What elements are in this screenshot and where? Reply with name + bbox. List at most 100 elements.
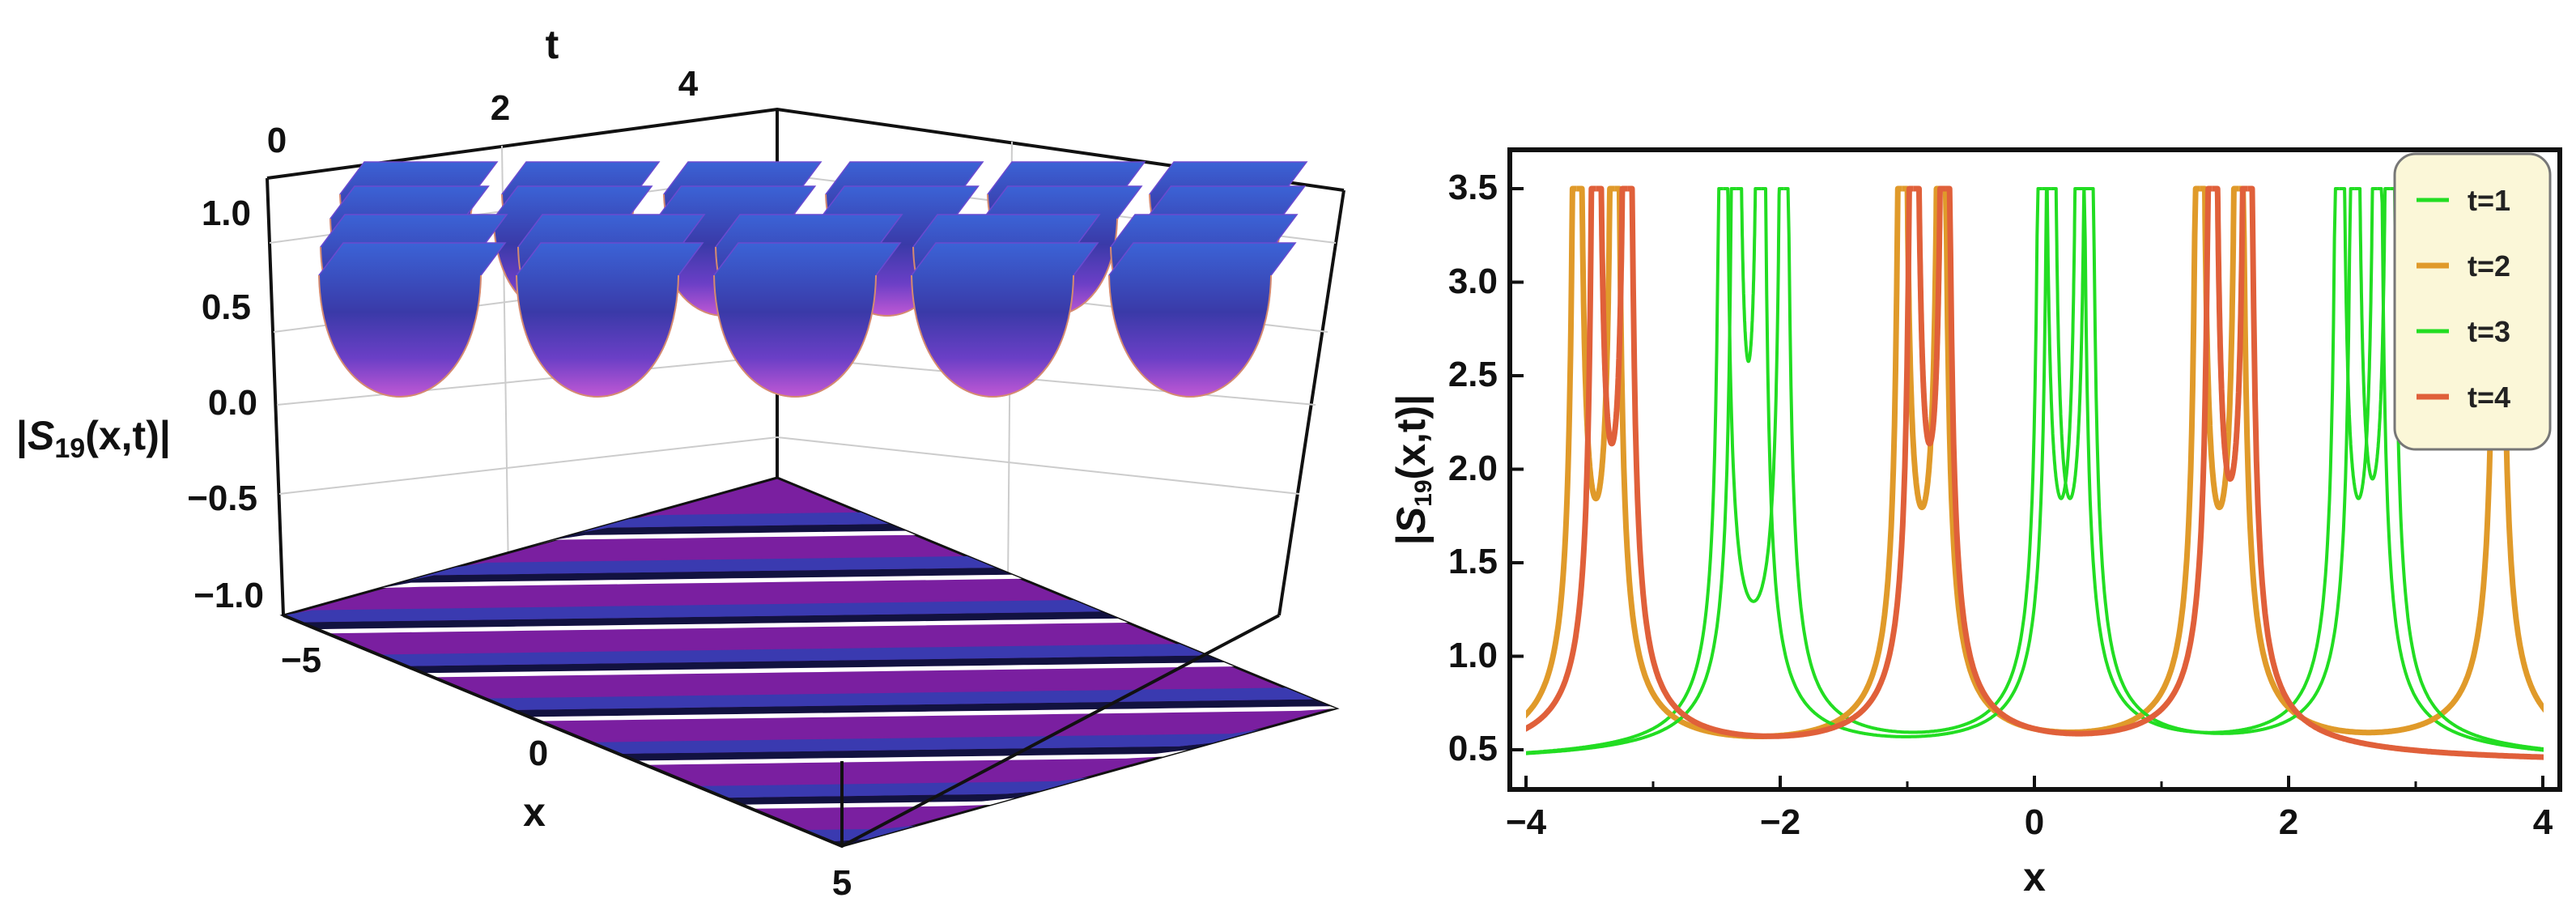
y-ticks xyxy=(1510,187,1524,751)
floor-stripe-light xyxy=(317,618,1129,634)
t-tick-label: 2 xyxy=(491,88,510,128)
series-line-segment xyxy=(1626,185,1915,739)
y-tick-labels: 0.5 1.0 1.5 2.0 2.5 3.0 3.5 xyxy=(1448,168,1498,768)
floor-stripe-dark xyxy=(406,655,1224,674)
floor-projection xyxy=(279,476,1340,848)
floor-stripe-blue xyxy=(378,644,1208,666)
series-line-segment xyxy=(1734,187,1763,364)
x-tick-labels: −5 0 5 xyxy=(281,640,852,903)
floor-stripe-blue xyxy=(484,687,1314,710)
series-line-segment xyxy=(1721,187,1786,603)
z-tick-label: 0.0 xyxy=(208,383,257,423)
surface-trough xyxy=(516,242,704,398)
y-label-args: (x,t) xyxy=(1388,406,1434,480)
x-ticks xyxy=(1524,776,2544,789)
floor-stripe-light xyxy=(283,574,1022,615)
y-tick-label: 1.0 xyxy=(1448,636,1498,675)
x-tick-label: 4 xyxy=(2533,802,2553,842)
series-t=4 xyxy=(1526,185,2544,760)
x-tick-label: −2 xyxy=(1760,802,1800,842)
y-axis-label: |S19(x,t)| xyxy=(1388,394,1437,545)
y-tick-label: 1.5 xyxy=(1448,542,1498,581)
surface xyxy=(318,161,1308,398)
y-label-main: S xyxy=(1388,507,1434,534)
floor-stripe-dark xyxy=(300,611,1118,630)
series-line-segment xyxy=(2247,185,2544,760)
z-axis-label: |S19(x,t)| xyxy=(16,413,171,464)
t-axis-label: t xyxy=(546,22,559,67)
legend-label: t=2 xyxy=(2468,249,2510,283)
z-tick-label: 1.0 xyxy=(202,194,251,233)
series-line-segment xyxy=(2353,187,2392,481)
y-tick-label: 2.5 xyxy=(1448,355,1498,394)
surface-3d-plot: 1.0 0.5 0.0 −0.5 −1.0 0 2 4 t −5 0 5 x |… xyxy=(16,22,1345,903)
t-tick-label: 0 xyxy=(267,121,287,160)
line-plot: −4 −2 0 2 4 0.5 1.0 1.5 2.0 2.5 3.0 3.5 … xyxy=(1388,147,2562,900)
y-label-sub: 19 xyxy=(1410,479,1437,506)
legend-label: t=3 xyxy=(2468,315,2510,348)
series-t=3 xyxy=(1526,187,2544,755)
floor-stripe-blue xyxy=(283,555,996,615)
series-line-segment xyxy=(1943,185,2214,737)
floor-stripe-dark xyxy=(618,708,1336,761)
z-label-args: (x,t) xyxy=(85,413,159,458)
x-tick-label: −4 xyxy=(1506,802,1547,842)
floor-stripe-blue xyxy=(283,600,1102,623)
series-line-segment xyxy=(1526,185,1599,732)
legend: t=1 t=2 t=3 t=4 xyxy=(2393,152,2552,451)
x-axis-label: x xyxy=(2023,854,2046,900)
series-line-segment xyxy=(1574,185,1618,502)
x-tick-label: −5 xyxy=(281,640,321,680)
series-line-segment xyxy=(2209,185,2251,482)
t-tick-labels: 0 2 4 xyxy=(267,64,699,160)
z-tick-label: −0.5 xyxy=(187,479,257,518)
z-label-main: S xyxy=(28,413,54,458)
y-tick-label: 0.5 xyxy=(1448,729,1498,768)
series-line-segment xyxy=(2377,187,2544,752)
surface-trough xyxy=(318,242,507,398)
series-line-segment xyxy=(1593,185,1630,447)
legend-label: t=1 xyxy=(2468,184,2510,217)
z-tick-label: 0.5 xyxy=(202,287,251,327)
legend-box xyxy=(2393,152,2552,451)
legend-label: t=4 xyxy=(2468,381,2510,414)
z-tick-label: −1.0 xyxy=(193,576,264,615)
series-line-segment xyxy=(2389,187,2544,751)
surface-trough-edge xyxy=(713,274,878,398)
y-tick-label: 2.0 xyxy=(1448,449,1498,488)
surface-trough-edge xyxy=(1108,274,1273,398)
series-line-segment xyxy=(2049,187,2091,500)
series-layer xyxy=(1526,185,2544,760)
surface-trough-edge xyxy=(318,274,482,398)
series-line-segment xyxy=(2088,187,2356,735)
floor-stripe-light xyxy=(529,706,1336,721)
x-tick-label: 0 xyxy=(529,734,548,773)
series-line-segment xyxy=(1526,187,1736,755)
floor-stripe-blue xyxy=(590,708,1336,754)
surface-trough xyxy=(911,242,1099,398)
floor-stripe-dark xyxy=(283,568,1012,615)
z-tick-labels: 1.0 0.5 0.0 −0.5 −1.0 xyxy=(187,194,264,615)
floor-stripe-dark xyxy=(512,699,1331,717)
surface-trough xyxy=(713,242,902,398)
floor-stripe-blue xyxy=(696,708,1336,798)
series-line-segment xyxy=(1783,187,2043,734)
x-tick-label: 2 xyxy=(2279,802,2298,842)
series-line-segment xyxy=(2040,187,2082,500)
series-line-segment xyxy=(1526,185,1579,719)
x-axis-label: x xyxy=(523,789,546,835)
series-line-segment xyxy=(2338,187,2379,500)
series-line-segment xyxy=(2237,185,2501,736)
y-tick-label: 3.0 xyxy=(1448,262,1498,301)
z-label-sub: 19 xyxy=(54,433,85,464)
surface-row xyxy=(318,242,1297,398)
floor-stripe-light xyxy=(423,662,1235,678)
x-tick-label: 0 xyxy=(2025,802,2044,842)
floor-stripe-blue xyxy=(283,512,889,615)
box-3d-front xyxy=(283,614,1280,849)
surface-trough xyxy=(1108,242,1297,398)
surface-trough-edge xyxy=(516,274,680,398)
x-tick-label: 5 xyxy=(832,863,852,903)
y-tick-label: 3.5 xyxy=(1448,168,1498,207)
